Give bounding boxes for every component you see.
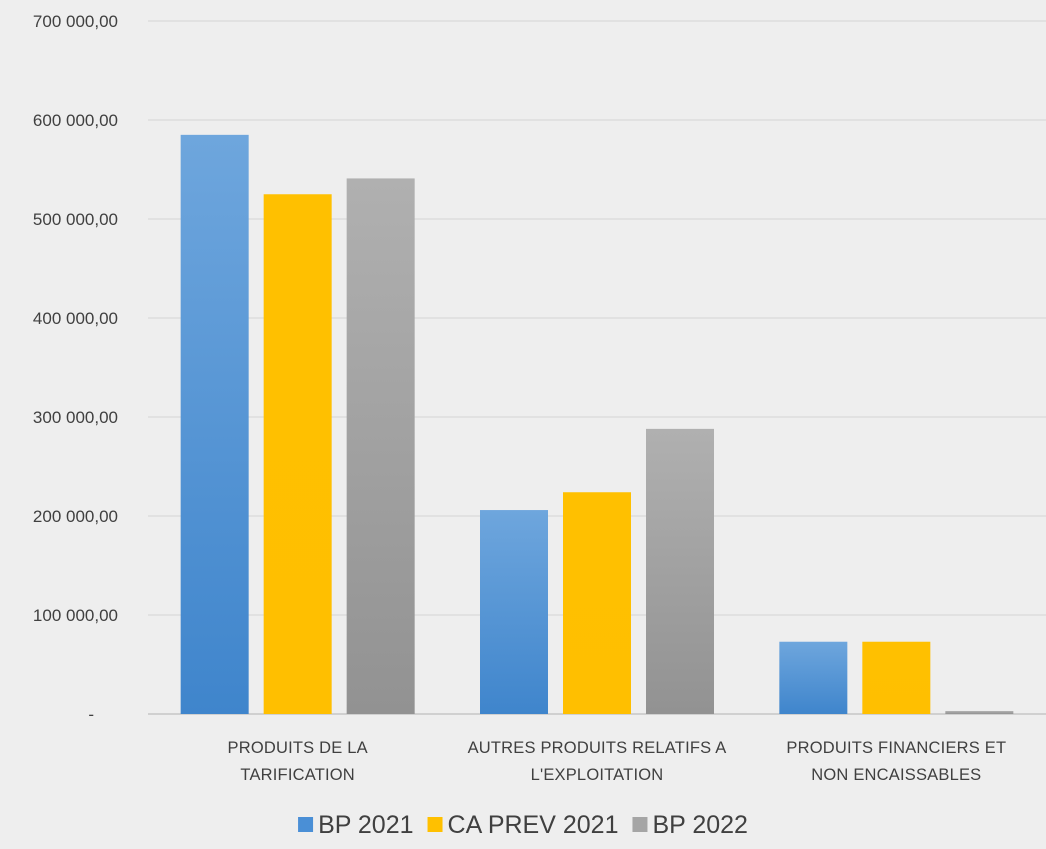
bars xyxy=(180,134,1014,715)
x-axis-category-labels: PRODUITS DE LA TARIFICATION AUTRES PRODUIT… xyxy=(228,739,1007,784)
legend-item: CA PREV 2021 xyxy=(427,811,619,839)
legend-swatch xyxy=(427,817,443,832)
y-tick-label: 100 000,00 xyxy=(33,606,118,625)
x-category-label: NON ENCAISSABLES xyxy=(811,766,981,784)
bar-bp-2022-cat-0 xyxy=(346,178,415,714)
legend-swatch xyxy=(298,817,314,832)
legend-item: BP 2022 xyxy=(632,811,748,839)
x-category-label: L'EXPLOITATION xyxy=(531,766,664,784)
y-tick-label: 300 000,00 xyxy=(33,408,118,427)
legend-swatch xyxy=(632,817,648,832)
y-tick-label: 200 000,00 xyxy=(33,507,118,526)
y-axis-tick-labels: - 100 000,00 200 000,00 300 000,00 400 000,0… xyxy=(33,12,118,724)
y-tick-label: 600 000,00 xyxy=(33,111,118,130)
y-tick-label: 400 000,00 xyxy=(33,309,118,328)
y-tick-label: 500 000,00 xyxy=(33,210,118,229)
legend: BP 2021 CA PREV 2021 BP 2022 xyxy=(298,811,748,839)
x-category-label: PRODUITS FINANCIERS ET xyxy=(786,739,1006,757)
x-category-label: TARIFICATION xyxy=(240,766,355,784)
legend-label: BP 2022 xyxy=(652,811,747,839)
bar-bp-2021-cat-2 xyxy=(779,641,848,714)
y-tick-label: 700 000,00 xyxy=(33,12,118,31)
bar-bp-2022-cat-2 xyxy=(945,711,1014,714)
legend-item: BP 2021 xyxy=(298,811,414,839)
x-category-label: AUTRES PRODUITS RELATIFS A xyxy=(468,739,727,757)
bar-ca-prev-2021-cat-0 xyxy=(263,194,332,714)
legend-label: CA PREV 2021 xyxy=(448,811,619,839)
x-category-label: PRODUITS DE LA xyxy=(228,739,368,757)
y-tick-label: - xyxy=(88,705,94,724)
bar-ca-prev-2021-cat-2 xyxy=(862,641,931,714)
bar-bp-2022-cat-1 xyxy=(646,428,714,714)
bar-bp-2021-cat-0 xyxy=(180,134,249,715)
bar-ca-prev-2021-cat-1 xyxy=(563,492,631,714)
bar-bp-2021-cat-1 xyxy=(480,510,548,714)
legend-label: BP 2021 xyxy=(318,811,413,839)
